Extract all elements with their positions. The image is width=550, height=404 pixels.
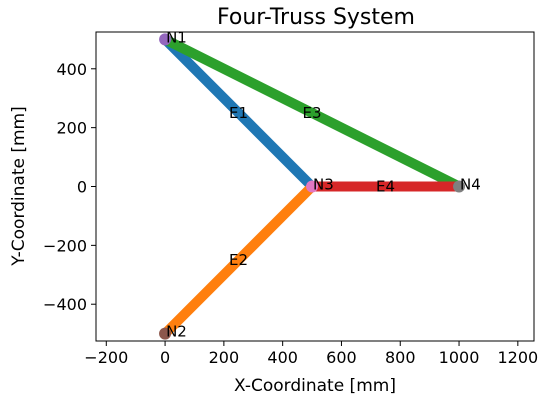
y-tick-label: 0 <box>77 178 87 197</box>
y-tick-label: 200 <box>56 119 87 138</box>
x-tick-label: 600 <box>326 348 357 367</box>
element-e2-label: E2 <box>229 251 248 269</box>
x-tick-label: 1000 <box>439 348 480 367</box>
element-e4-label: E4 <box>376 178 395 196</box>
node-n2-label: N2 <box>166 323 187 341</box>
x-axis-ticks: −200 0 200 400 600 800 1000 1200 <box>84 341 538 367</box>
y-tick-label: −400 <box>43 295 87 314</box>
node-n4-label: N4 <box>460 176 481 194</box>
x-tick-label: 200 <box>209 348 240 367</box>
node-n3-label: N3 <box>313 176 334 194</box>
node-n1-marker <box>159 33 172 46</box>
x-tick-label: 1200 <box>497 348 538 367</box>
truss-elements <box>161 34 462 338</box>
x-tick-label: 800 <box>385 348 416 367</box>
element-e3-label: E3 <box>303 104 322 122</box>
element-e1-bar <box>161 35 316 191</box>
node-n4-marker <box>453 180 466 193</box>
y-tick-label: 400 <box>56 60 87 79</box>
element-e1-label: E1 <box>229 104 248 122</box>
x-tick-label: 400 <box>267 348 298 367</box>
y-axis-ticks: −400 −200 0 200 400 <box>43 60 96 314</box>
node-n2-marker <box>159 327 172 340</box>
x-tick-label: −200 <box>84 348 128 367</box>
x-axis-label: X-Coordinate [mm] <box>234 376 396 396</box>
element-e2-bar <box>161 182 316 338</box>
node-n3-marker <box>306 180 319 193</box>
y-tick-label: −200 <box>43 236 87 255</box>
element-e3-bar <box>162 34 462 191</box>
truss-labels: E1 E2 E3 E4 N1 N2 N3 N4 <box>166 28 481 340</box>
y-axis-label: Y-Coordinate [mm] <box>9 106 29 266</box>
chart-title: Four-Truss System <box>217 5 415 30</box>
x-tick-label: 0 <box>160 348 170 367</box>
truss-nodes <box>159 33 466 340</box>
node-n1-label: N1 <box>166 28 187 46</box>
